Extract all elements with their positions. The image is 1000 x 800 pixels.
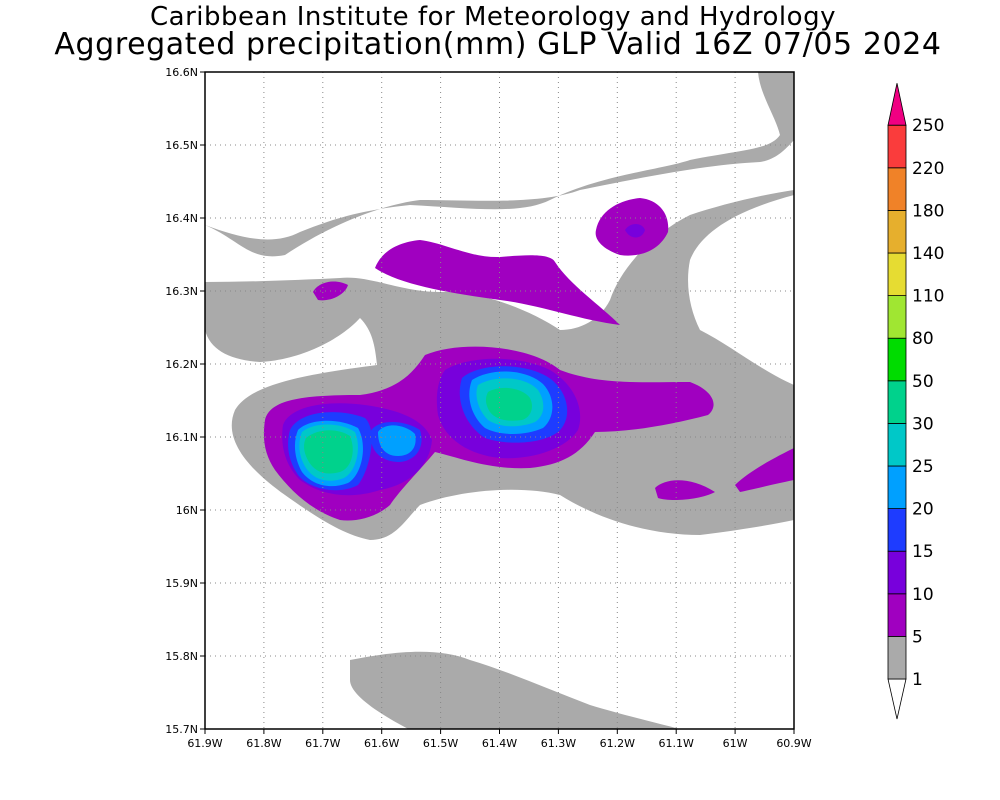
precip-contour-25mm <box>299 378 544 481</box>
colorbar-swatch <box>887 380 907 424</box>
lat-tick-label: 16.1N <box>165 431 198 444</box>
colorbar-label: 10 <box>912 585 934 605</box>
colorbar-swatch <box>887 167 907 211</box>
precip-contour-30mm <box>304 387 533 474</box>
latitude-axis: 16.6N 16.5N 16.4N 16.3N 16.2N 16.1N 16N 15.9N 15… <box>165 66 205 736</box>
lon-tick-label: 61.2W <box>600 737 635 750</box>
lat-tick-label: 16.4N <box>165 212 198 225</box>
lat-tick-label: 16.6N <box>165 66 198 79</box>
lon-tick-label: 61.7W <box>305 737 340 750</box>
colorbar-label: 110 <box>912 287 944 307</box>
colorbar-swatch <box>887 593 907 637</box>
precipitation-field <box>205 72 794 729</box>
lon-tick-label: 61.9W <box>187 737 222 750</box>
colorbar-swatch <box>887 295 907 339</box>
colorbar-label: 50 <box>912 372 934 392</box>
colorbar-label: 250 <box>912 116 944 136</box>
lon-tick-label: 61W <box>723 737 748 750</box>
lon-tick-label: 61.3W <box>541 737 576 750</box>
lon-tick-label: 61.8W <box>246 737 281 750</box>
colorbar-swatch <box>887 422 907 467</box>
lat-tick-label: 16.5N <box>165 139 198 152</box>
colorbar-swatch <box>887 508 907 552</box>
colorbar-label: 25 <box>912 457 934 477</box>
lon-tick-label: 61.1W <box>659 737 694 750</box>
colorbar-swatch <box>887 465 907 509</box>
colorbar-swatch <box>887 636 907 680</box>
colorbar-under-arrow <box>887 678 907 720</box>
lat-tick-label: 15.9N <box>165 577 198 590</box>
lat-tick-label: 16.3N <box>165 285 198 298</box>
colorbar-label: 220 <box>912 159 944 179</box>
map-gridlines <box>205 72 794 729</box>
lon-tick-label: 61.5W <box>423 737 458 750</box>
lat-tick-label: 15.7N <box>165 723 198 736</box>
lat-tick-label: 15.8N <box>165 650 198 663</box>
colorbar-label: 5 <box>912 627 923 647</box>
colorbar-label: 80 <box>912 329 934 349</box>
lat-tick-label: 16N <box>176 504 198 517</box>
product-title: Aggregated precipitation(mm) GLP Valid 1… <box>54 27 942 62</box>
lon-tick-label: 61.4W <box>482 737 517 750</box>
colorbar-label: 180 <box>912 201 944 221</box>
colorbar-over-arrow <box>887 83 907 126</box>
longitude-axis: 61.9W 61.8W 61.7W 61.6W 61.5W 61.4W 61.3W 61.2W… <box>187 729 812 750</box>
colorbar-label: 30 <box>912 414 934 434</box>
colorbar-label: 140 <box>912 244 944 264</box>
lon-tick-label: 60.9W <box>776 737 811 750</box>
colorbar-swatch <box>887 337 907 382</box>
colorbar-label: 15 <box>912 542 934 562</box>
lat-tick-label: 16.2N <box>165 358 198 371</box>
colorbar-label: 20 <box>912 500 934 520</box>
colorbar-swatch <box>887 252 907 296</box>
colorbar-swatch <box>887 124 907 169</box>
colorbar-swatch <box>887 209 907 254</box>
lon-tick-label: 61.6W <box>364 737 399 750</box>
institute-title: Caribbean Institute for Meteorology and … <box>150 2 836 32</box>
colorbar-swatch <box>887 550 907 595</box>
colorbar-label: 1 <box>912 670 923 690</box>
